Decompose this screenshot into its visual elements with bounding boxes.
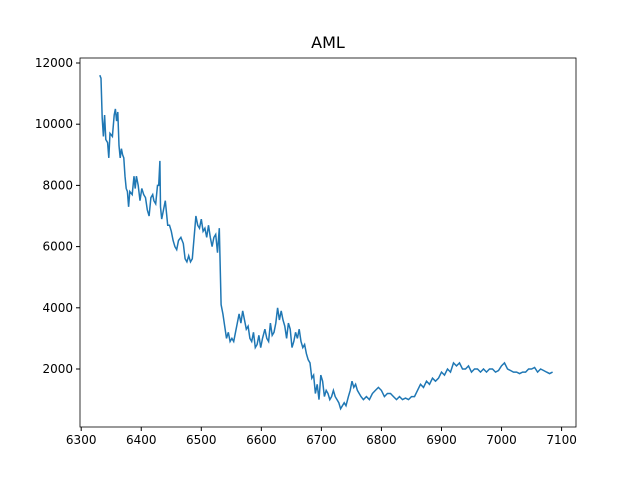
x-tick-label: 6700 [306,433,337,447]
x-tick-label: 6900 [426,433,457,447]
x-tick-label: 6300 [66,433,97,447]
y-tick-label: 8000 [42,178,73,192]
y-tick-label: 2000 [42,362,73,376]
x-tick-label: 7100 [546,433,577,447]
plot-frame [79,57,577,428]
x-tick-label: 6800 [366,433,397,447]
y-tick-label: 10000 [35,117,73,131]
data-line [99,74,553,411]
y-tick-label: 6000 [42,240,73,254]
x-tick-label: 6500 [186,433,217,447]
x-tick-label: 7000 [486,433,517,447]
x-tick-label: 6400 [126,433,157,447]
y-tick-label: 4000 [42,301,73,315]
y-tick-label: 12000 [35,56,73,70]
chart-title: AML [311,33,345,52]
x-tick-label: 6600 [246,433,277,447]
